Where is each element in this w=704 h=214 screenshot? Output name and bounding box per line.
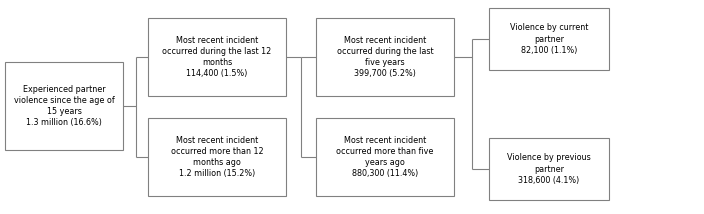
Text: Experienced partner
violence since the age of
15 years
1.3 million (16.6%): Experienced partner violence since the a… bbox=[13, 85, 114, 127]
Text: Violence by previous
partner
318,600 (4.1%): Violence by previous partner 318,600 (4.… bbox=[507, 153, 591, 185]
FancyBboxPatch shape bbox=[148, 118, 286, 196]
Text: Most recent incident
occurred during the last 12
months
114,400 (1.5%): Most recent incident occurred during the… bbox=[163, 36, 272, 78]
Text: Most recent incident
occurred more than five
years ago
880,300 (11.4%): Most recent incident occurred more than … bbox=[337, 136, 434, 178]
FancyBboxPatch shape bbox=[316, 118, 454, 196]
Text: Violence by current
partner
82,100 (1.1%): Violence by current partner 82,100 (1.1%… bbox=[510, 23, 588, 55]
FancyBboxPatch shape bbox=[148, 18, 286, 96]
Text: Most recent incident
occurred more than 12
months ago
1.2 million (15.2%): Most recent incident occurred more than … bbox=[170, 136, 263, 178]
FancyBboxPatch shape bbox=[489, 138, 609, 200]
FancyBboxPatch shape bbox=[5, 62, 123, 150]
FancyBboxPatch shape bbox=[489, 8, 609, 70]
Text: Most recent incident
occurred during the last
five years
399,700 (5.2%): Most recent incident occurred during the… bbox=[337, 36, 434, 78]
FancyBboxPatch shape bbox=[316, 18, 454, 96]
